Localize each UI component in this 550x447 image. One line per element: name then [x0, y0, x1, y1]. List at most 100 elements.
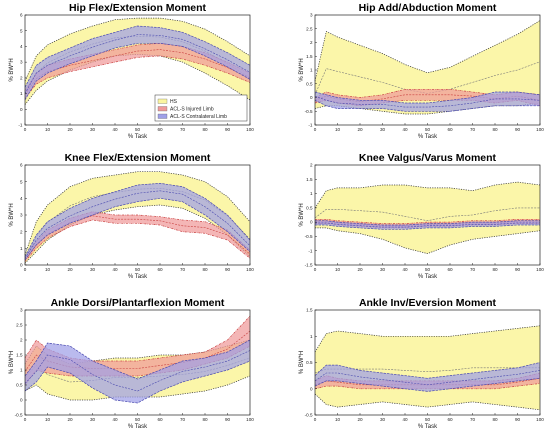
subplot-title: Knee Flex/Extension Moment [65, 152, 211, 164]
x-tick-label: 50 [135, 417, 141, 422]
legend-entry: ACL-S Contralateral Limb [170, 114, 227, 120]
band-lower-line [24, 219, 251, 262]
band-upper-line [24, 171, 251, 256]
band-lower-line [24, 204, 251, 264]
y-axis-label: % BW*H [9, 58, 15, 81]
y-tick-label: 0.5 [306, 81, 313, 86]
x-tick-label: 80 [202, 417, 208, 422]
y-tick-label: 2 [20, 229, 23, 234]
y-tick-label: 2 [310, 40, 313, 45]
y-tick-label: -1 [308, 248, 313, 253]
band-lower-line [315, 227, 541, 254]
y-tick-label: 0 [20, 107, 23, 112]
y-tick-label: 3 [20, 308, 23, 313]
mean-line [315, 222, 540, 228]
x-tick-label: 70 [180, 127, 186, 132]
x-tick-label: 30 [90, 417, 96, 422]
x-tick-label: 30 [380, 127, 386, 132]
x-tick-label: 60 [447, 267, 453, 272]
x-tick-label: 20 [357, 267, 363, 272]
y-tick-label: 0 [20, 263, 23, 268]
x-tick-label: 90 [515, 417, 521, 422]
y-tick-label: 6 [20, 163, 23, 168]
band-lower-line [315, 224, 540, 230]
x-tick-label: 20 [357, 417, 363, 422]
x-tick-label: 50 [135, 267, 141, 272]
y-tick-label: 0 [20, 398, 23, 403]
x-tick-label: 10 [45, 267, 51, 272]
x-tick-label: 0 [314, 417, 317, 422]
x-tick-label: 0 [314, 127, 317, 132]
x-tick-label: 10 [335, 127, 341, 132]
legend-swatch [157, 98, 168, 104]
y-tick-label: 1 [310, 334, 313, 339]
y-tick-label: 1 [310, 68, 313, 73]
x-tick-label: 10 [45, 417, 51, 422]
mean-line [24, 190, 251, 259]
x-tick-label: 10 [335, 417, 341, 422]
x-axis-label: % Task [128, 274, 148, 280]
x-axis-label: % Task [418, 274, 438, 280]
subplot-title: Knee Valgus/Varus Moment [359, 152, 497, 164]
x-tick-label: 90 [515, 127, 521, 132]
y-tick-label: 6 [20, 13, 23, 18]
x-tick-label: 60 [447, 417, 453, 422]
x-tick-label: 80 [202, 127, 208, 132]
x-tick-label: 100 [536, 127, 544, 132]
x-tick-label: 0 [314, 267, 317, 272]
band-acl-s-contralateral-limb [315, 220, 540, 230]
band-lower-line [314, 393, 541, 411]
x-tick-label: 70 [180, 267, 186, 272]
x-axis-label: % Task [418, 134, 438, 140]
y-tick-label: 1.5 [306, 54, 313, 59]
y-tick-label: 3 [20, 213, 23, 218]
x-tick-label: 60 [157, 267, 163, 272]
y-tick-label: 1.5 [306, 177, 313, 182]
x-tick-label: 100 [246, 417, 254, 422]
mean-line [314, 207, 540, 222]
x-axis-label: % Task [418, 424, 438, 430]
y-axis-label: % BW*H [9, 203, 15, 226]
y-tick-label: 0 [310, 386, 313, 391]
mean-line [314, 95, 541, 108]
y-tick-label: 1.5 [16, 353, 23, 358]
y-axis-label: % BW*H [299, 351, 305, 374]
y-tick-label: -1 [18, 123, 23, 128]
x-tick-label: 40 [112, 267, 118, 272]
x-tick-label: 100 [536, 417, 544, 422]
y-tick-label: 2 [20, 75, 23, 80]
legend-swatch [157, 106, 168, 112]
x-tick-label: 100 [246, 127, 254, 132]
x-tick-label: 10 [45, 127, 51, 132]
y-tick-label: 1 [20, 91, 23, 96]
y-tick-label: 0 [310, 220, 313, 225]
y-tick-label: -0.5 [305, 234, 313, 239]
y-tick-label: -1 [308, 123, 313, 128]
mean-line [24, 350, 251, 392]
x-tick-label: 30 [90, 127, 96, 132]
x-tick-label: 60 [447, 127, 453, 132]
x-tick-label: 60 [157, 417, 163, 422]
mean-line [24, 215, 251, 261]
y-tick-label: 3 [20, 60, 23, 65]
band-upper-line [314, 325, 541, 353]
y-tick-label: -0.5 [305, 413, 313, 418]
x-tick-label: 80 [492, 417, 498, 422]
y-tick-label: 1 [20, 246, 23, 251]
subplot-title: Hip Add/Abduction Moment [359, 2, 497, 14]
x-tick-label: 20 [67, 127, 73, 132]
mean-line [24, 34, 251, 94]
y-tick-label: 0 [310, 95, 313, 100]
band-lower-line [24, 375, 251, 401]
x-tick-label: 50 [425, 417, 431, 422]
y-tick-label: 2.5 [306, 26, 313, 31]
y-tick-label: 5 [20, 179, 23, 184]
x-tick-label: 10 [335, 267, 341, 272]
band-upper-line [314, 362, 541, 379]
y-tick-label: 3 [310, 13, 313, 18]
band-hs [315, 20, 540, 114]
legend-entry: HS [170, 99, 178, 105]
x-tick-label: 70 [470, 267, 476, 272]
band-upper-line [24, 182, 251, 257]
